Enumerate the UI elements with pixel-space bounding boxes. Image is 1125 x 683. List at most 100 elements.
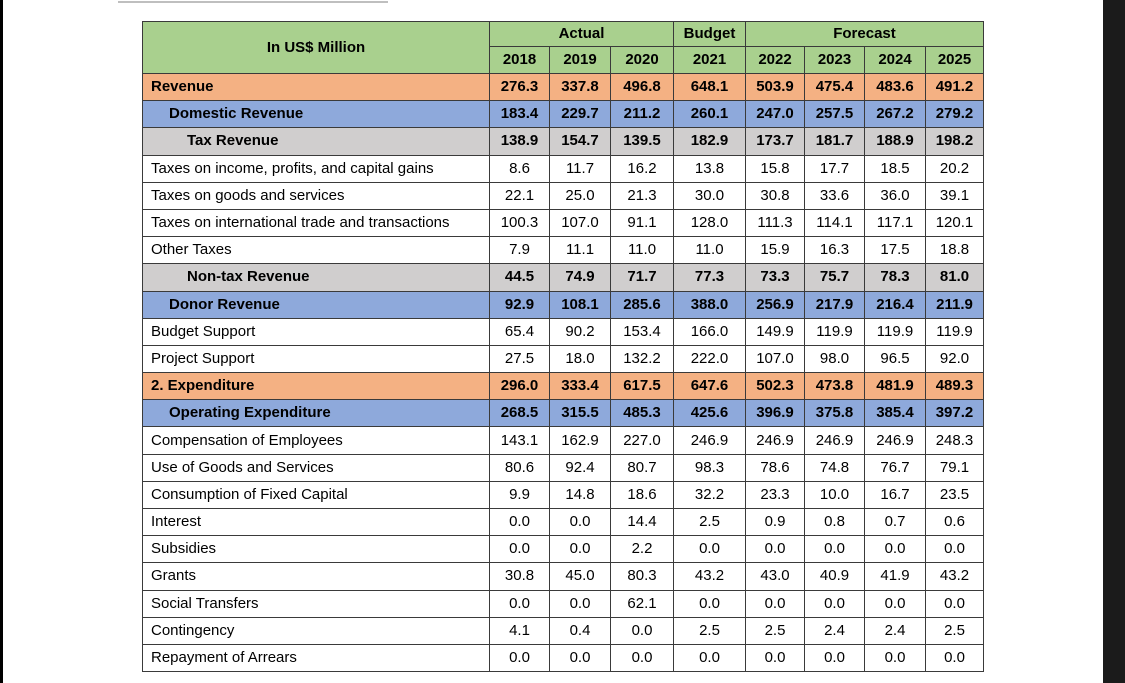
table-row: 2. Expenditure 296.0 333.4 617.5 647.6 502.3 4…	[142, 372, 984, 401]
value-cell: 0.0	[745, 643, 805, 673]
value-cell: 0.0	[925, 643, 984, 673]
value-cell: 473.8	[804, 372, 865, 401]
value-cell: 0.0	[489, 643, 550, 673]
value-cell: 75.7	[804, 263, 865, 292]
table-row: Budget Support 65.4 90.2 153.4 166.0 149.9 119…	[142, 317, 984, 346]
value-cell: 337.8	[549, 72, 611, 102]
row-label: Grants	[142, 562, 490, 591]
value-cell: 256.9	[745, 290, 805, 319]
value-cell: 503.9	[745, 72, 805, 102]
value-cell: 2.5	[925, 616, 984, 645]
value-cell: 2.5	[745, 616, 805, 645]
value-cell: 30.8	[745, 181, 805, 210]
value-cell: 16.2	[610, 154, 674, 183]
value-cell: 73.3	[745, 263, 805, 292]
value-cell: 80.6	[489, 453, 550, 482]
value-cell: 14.8	[549, 480, 611, 510]
row-label: Budget Support	[142, 317, 490, 346]
table-body: Revenue 276.3 337.8 496.8 648.1 503.9 475.4 483…	[142, 72, 984, 673]
value-cell: 0.0	[549, 507, 611, 537]
header-title: In US$ Million	[142, 21, 490, 74]
value-cell: 647.6	[673, 372, 746, 401]
value-cell: 81.0	[925, 263, 984, 292]
group-budget: Budget	[673, 21, 746, 47]
row-label: Tax Revenue	[142, 127, 490, 156]
right-edge-bar	[1103, 0, 1125, 683]
value-cell: 90.2	[549, 317, 611, 346]
value-cell: 119.9	[925, 317, 984, 346]
value-cell: 246.9	[864, 426, 926, 455]
year-header: 2020	[610, 46, 674, 74]
value-cell: 198.2	[925, 127, 984, 156]
value-cell: 96.5	[864, 344, 926, 374]
value-cell: 16.3	[804, 236, 865, 265]
value-cell: 10.0	[804, 480, 865, 510]
value-cell: 44.5	[489, 263, 550, 292]
value-cell: 18.0	[549, 344, 611, 374]
value-cell: 217.9	[804, 290, 865, 319]
group-actual: Actual	[489, 21, 674, 47]
value-cell: 182.9	[673, 127, 746, 156]
value-cell: 0.0	[804, 535, 865, 564]
year-header: 2022	[745, 46, 805, 74]
value-cell: 41.9	[864, 562, 926, 591]
table-row: Use of Goods and Services 80.6 92.4 80.7 98.…	[142, 453, 984, 482]
value-cell: 20.2	[925, 154, 984, 183]
value-cell: 2.4	[804, 616, 865, 645]
value-cell: 80.7	[610, 453, 674, 482]
value-cell: 17.5	[864, 236, 926, 265]
value-cell: 16.7	[864, 480, 926, 510]
value-cell: 247.0	[745, 100, 805, 129]
value-cell: 0.4	[549, 616, 611, 645]
value-cell: 15.8	[745, 154, 805, 183]
table-row: Grants 30.8 45.0 80.3 43.2 43.0 40.9 41.9 43.2	[142, 562, 984, 591]
row-label: Contingency	[142, 616, 490, 645]
value-cell: 0.0	[864, 643, 926, 673]
value-cell: 14.4	[610, 507, 674, 537]
value-cell: 0.0	[673, 535, 746, 564]
value-cell: 23.3	[745, 480, 805, 510]
value-cell: 0.0	[489, 535, 550, 564]
value-cell: 276.3	[489, 72, 550, 102]
year-header: 2019	[549, 46, 611, 74]
value-cell: 162.9	[549, 426, 611, 455]
year-header: 2023	[804, 46, 865, 74]
value-cell: 80.3	[610, 562, 674, 591]
table-row: Taxes on international trade and transac…	[142, 208, 984, 238]
value-cell: 79.1	[925, 453, 984, 482]
value-cell: 188.9	[864, 127, 926, 156]
row-label: Consumption of Fixed Capital	[142, 480, 490, 510]
value-cell: 0.0	[925, 589, 984, 618]
value-cell: 17.7	[804, 154, 865, 183]
value-cell: 0.0	[804, 589, 865, 618]
value-cell: 92.4	[549, 453, 611, 482]
row-label: Project Support	[142, 344, 490, 374]
value-cell: 77.3	[673, 263, 746, 292]
row-label: 2. Expenditure	[142, 372, 490, 401]
value-cell: 0.7	[864, 507, 926, 537]
value-cell: 153.4	[610, 317, 674, 346]
value-cell: 0.6	[925, 507, 984, 537]
value-cell: 333.4	[549, 372, 611, 401]
value-cell: 0.0	[610, 643, 674, 673]
value-cell: 502.3	[745, 372, 805, 401]
value-cell: 11.1	[549, 236, 611, 265]
value-cell: 22.1	[489, 181, 550, 210]
value-cell: 132.2	[610, 344, 674, 374]
value-cell: 496.8	[610, 72, 674, 102]
value-cell: 260.1	[673, 100, 746, 129]
value-cell: 425.6	[673, 399, 746, 428]
table-row: Repayment of Arrears 0.0 0.0 0.0 0.0 0.0 0.0 0.…	[142, 643, 984, 673]
value-cell: 388.0	[673, 290, 746, 319]
group-forecast: Forecast	[745, 21, 984, 47]
value-cell: 0.0	[673, 589, 746, 618]
table-row: Consumption of Fixed Capital 9.9 14.8 18.6 3…	[142, 480, 984, 510]
value-cell: 78.3	[864, 263, 926, 292]
value-cell: 107.0	[745, 344, 805, 374]
value-cell: 0.0	[549, 589, 611, 618]
value-cell: 2.2	[610, 535, 674, 564]
value-cell: 65.4	[489, 317, 550, 346]
value-cell: 279.2	[925, 100, 984, 129]
value-cell: 475.4	[804, 72, 865, 102]
value-cell: 0.0	[864, 589, 926, 618]
